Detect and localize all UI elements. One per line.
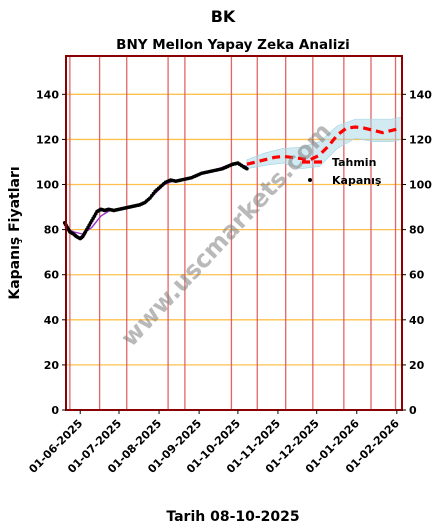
y-tick-label-right: 80 — [409, 224, 425, 237]
y-tick-label-right: 40 — [409, 314, 425, 327]
footer-date: Tarih 08-10-2025 — [166, 509, 299, 525]
grid — [66, 93, 402, 366]
y-tick-label: 140 — [36, 88, 59, 101]
y-tick-label: 0 — [51, 404, 59, 417]
y-tick-label: 20 — [44, 359, 60, 372]
chart-title: BNY Mellon Yapay Zeka Analizi — [116, 37, 350, 53]
y-axis-label: Kapanış Fiyatları — [7, 166, 23, 299]
y-tick-label-right: 60 — [409, 269, 425, 282]
forecast-line — [246, 125, 402, 166]
y-tick-label: 60 — [44, 269, 60, 282]
y-axis: 0 0 20 20 40 40 60 60 80 80 100 100 120 120 140 140 — [36, 88, 432, 417]
legend-close-label: Kapanış — [332, 174, 382, 187]
y-tick-label-right: 0 — [409, 404, 417, 417]
y-tick-label: 40 — [44, 314, 60, 327]
legend-forecast-label: Tahmin — [332, 156, 376, 169]
ticker-title: BK — [211, 7, 236, 26]
close-point — [245, 166, 249, 171]
y-tick-label: 80 — [44, 224, 60, 237]
y-tick-label-right: 120 — [409, 133, 432, 146]
y-tick-label: 100 — [36, 179, 59, 192]
plot-frame — [65, 55, 403, 411]
y-tick-label-right: 20 — [409, 359, 425, 372]
watermark: www.uscmarkets.com — [115, 117, 337, 352]
legend-close-swatch — [308, 178, 312, 182]
y-tick-label-right: 140 — [409, 88, 432, 101]
x-axis: 01-06-202501-07-202501-08-202501-09-2025… — [26, 410, 402, 476]
legend: Tahmin Kapanış — [302, 156, 382, 187]
y-tick-label: 120 — [36, 133, 59, 146]
series-group — [62, 125, 402, 241]
y-tick-label-right: 100 — [409, 179, 432, 192]
vertical-markers — [69, 56, 397, 410]
